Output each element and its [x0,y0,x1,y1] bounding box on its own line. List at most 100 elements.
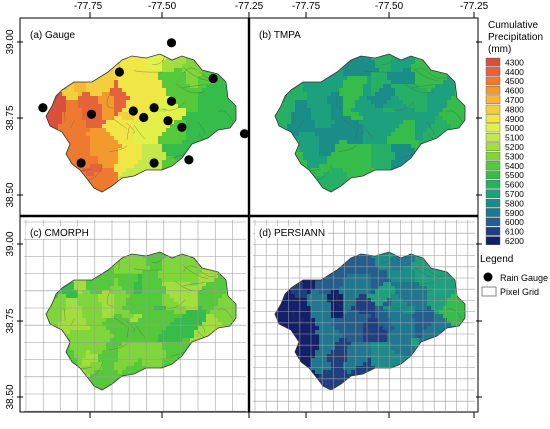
colorbar-swatch [485,85,501,95]
colorbar-title: Precipitation [488,32,543,43]
rain-gauge-marker [177,122,187,132]
rain-gauge-marker [114,67,124,77]
map-panel-c: (c) CMORPH [24,220,246,412]
pixel-grid-symbol [481,286,497,297]
basin-outline [274,53,466,193]
rain-gauge-marker [184,155,194,165]
colorbar-swatch [485,142,501,152]
colorbar-label: 4500 [505,76,524,86]
rain-gauge-marker [76,158,86,168]
rain-gauge-marker [166,38,177,48]
basin-outline [45,53,237,193]
colorbar-swatch [485,132,501,142]
colorbar-swatch [485,217,501,227]
colorbar-swatch [485,198,501,208]
rain-gauge-label: Rain Gauge [500,273,548,283]
colorbar-swatch [485,67,501,76]
colorbar-swatch [485,179,501,189]
colorbar-title: (mm) [488,44,511,55]
colorbar-label: 5600 [505,180,524,190]
rain-gauge-marker [149,158,159,168]
y-tick-label: 38.75 [5,308,16,333]
colorbar-label: 5800 [505,198,524,208]
colorbar-label: 6000 [505,217,524,227]
colorbar-swatch [485,208,501,217]
rain-gauge-marker [139,112,149,123]
colorbar-swatch [485,104,501,114]
map-panel-d: (d) PERSIANN [253,220,475,413]
colorbar-label: 5100 [505,133,524,143]
rain-gauge-marker [208,73,218,84]
rain-gauge-marker [38,103,48,113]
y-tick-label: 38.50 [5,182,16,207]
colorbar-title: Cumulative [488,20,538,31]
basin-fill [275,252,465,390]
panel-label-box [255,226,328,239]
colorbar-swatch [485,236,501,246]
colorbar-label: 6100 [505,227,524,237]
colorbar-swatch [485,170,501,180]
legend-title: Legend [480,254,513,265]
colorbar-label: 4400 [505,67,524,77]
y-tick-label: 39.00 [5,231,16,256]
colorbar: Cumulative Precipitation (mm) 4300440045… [485,20,543,246]
panel-label-box [26,226,88,239]
colorbar-swatch [485,76,501,86]
colorbar-label: 5200 [505,142,524,152]
colorbar-label: 4300 [505,57,524,67]
colorbar-label: 6200 [505,236,524,246]
x-tick-label: -77.75 [74,1,103,12]
colorbar-label: 5500 [505,170,524,180]
map-panel-a: (a) Gauge [26,28,250,193]
colorbar-label: 4700 [505,95,524,105]
rain-gauge-marker [163,116,173,126]
colorbar-swatch [485,161,501,170]
rain-gauge-marker [239,129,250,139]
basin-fill [275,54,465,192]
y-tick-label: 38.75 [5,105,16,130]
x-tick-label: -77.50 [148,1,177,12]
y-tick-label: 39.00 [5,29,16,54]
colorbar-swatch [485,114,501,123]
basin-outline [274,251,466,391]
colorbar-swatch [485,57,501,67]
colorbar-label: 4800 [505,104,524,114]
rain-gauge-symbol [483,272,493,282]
colorbar-swatch [485,189,501,199]
colorbar-label: 5400 [505,161,524,171]
colorbar-swatch [485,123,501,133]
y-tick-label: 38.50 [5,384,16,409]
colorbar-swatch [485,226,501,236]
colorbar-label: 5700 [505,189,524,199]
rain-gauge-marker [166,96,177,106]
rain-gauge-marker [86,109,97,119]
panel-label-box [255,28,307,41]
symbol-legend: Legend Rain Gauge Pixel Grid [480,254,548,297]
panel-label: (c) CMORPH [30,228,89,239]
panel-label: (a) Gauge [30,30,75,41]
colorbar-label: 5900 [505,208,524,218]
pixel-grid [253,220,475,413]
rain-gauge-marker [149,103,159,113]
x-tick-label: -77.50 [375,1,404,12]
colorbar-label: 5000 [505,123,524,133]
left-axis: 39.00 38.75 38.50 39.00 38.75 38.50 [5,29,23,410]
x-tick-label: -77.25 [460,1,489,12]
panel-frame [19,17,479,413]
panel-label: (b) TMPA [259,30,301,41]
x-tick-label: -77.25 [235,1,264,12]
panel-label: (d) PERSIANN [259,228,325,239]
basin-outline [45,251,237,391]
colorbar-label: 5300 [505,151,524,161]
map-panel-b: (b) TMPA [255,28,466,193]
rain-gauge-marker [128,106,138,116]
panel-label-box [26,28,83,41]
colorbar-label: 4600 [505,86,524,96]
bottom-axis [89,412,475,418]
colorbar-swatch [485,95,501,104]
x-tick-label: -77.75 [292,1,321,12]
basin-fill [46,252,236,390]
pixel-grid-label: Pixel Grid [500,287,539,297]
top-axis: -77.75 -77.50 -77.25 -77.75 -77.50 -77.2… [74,1,489,18]
